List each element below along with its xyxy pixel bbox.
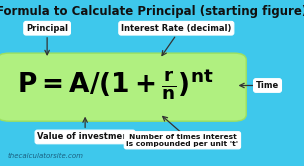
Text: Principal: Principal (26, 24, 68, 33)
FancyBboxPatch shape (0, 53, 246, 121)
Text: Time: Time (256, 81, 279, 90)
Text: Number of times interest
is compounded per unit 't': Number of times interest is compounded p… (126, 134, 238, 147)
Text: thecalculatorsite.com: thecalculatorsite.com (8, 153, 84, 159)
Text: Interest Rate (decimal): Interest Rate (decimal) (121, 24, 232, 33)
Text: Formula to Calculate Principal (starting figure): Formula to Calculate Principal (starting… (0, 5, 304, 18)
Text: $\mathbf{P = A/(1+\frac{r}{n})^{nt}}$: $\mathbf{P = A/(1+\frac{r}{n})^{nt}}$ (17, 67, 214, 102)
Text: Value of investment: Value of investment (37, 132, 133, 141)
